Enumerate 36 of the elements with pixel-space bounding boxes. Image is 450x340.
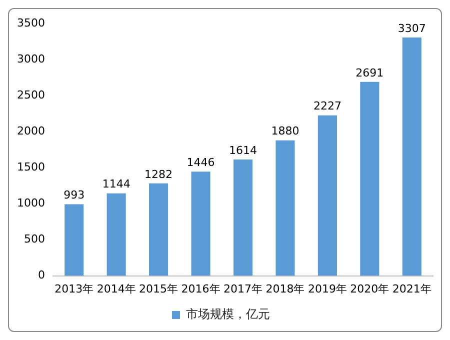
- x-tick-label: 2013年: [54, 282, 94, 296]
- bar: [276, 140, 295, 276]
- y-tick-label: 3000: [16, 52, 45, 66]
- bar: [64, 204, 84, 276]
- data-label: 2227: [313, 100, 342, 113]
- y-tick-label: 2500: [16, 88, 45, 102]
- data-label: 3307: [398, 22, 426, 35]
- y-tick-label: 2000: [16, 124, 45, 138]
- y-tick-label: 3500: [16, 16, 45, 30]
- x-tick-label: 2020年: [350, 282, 390, 296]
- legend-label: 市场规模，亿元: [186, 307, 270, 322]
- bar: [149, 183, 168, 276]
- x-tick-label: 2016年: [181, 282, 220, 296]
- bar: [233, 160, 253, 276]
- x-tick-label: 2021年: [392, 282, 432, 296]
- x-tick-label: 2018年: [266, 282, 305, 296]
- y-tick-label: 1000: [16, 196, 45, 210]
- y-tick-label: 1500: [16, 160, 45, 174]
- x-tick-label: 2019年: [308, 282, 347, 296]
- data-label: 2691: [356, 66, 384, 80]
- y-tick-label: 500: [24, 232, 45, 246]
- bar: [360, 82, 380, 276]
- x-tick-label: 2014年: [96, 282, 136, 296]
- bar: [318, 115, 337, 276]
- data-label: 993: [64, 188, 85, 202]
- bar: [191, 172, 210, 276]
- data-label: 1282: [144, 168, 173, 181]
- x-tick-label: 2017年: [223, 282, 262, 296]
- bar: [402, 38, 422, 276]
- data-label: 1614: [228, 144, 257, 157]
- y-tick-label: 0: [38, 268, 45, 282]
- bar: [106, 193, 126, 276]
- x-tick-label: 2015年: [139, 282, 178, 296]
- data-label: 1880: [271, 124, 300, 138]
- data-label: 1144: [102, 178, 130, 191]
- data-label: 1446: [186, 156, 215, 169]
